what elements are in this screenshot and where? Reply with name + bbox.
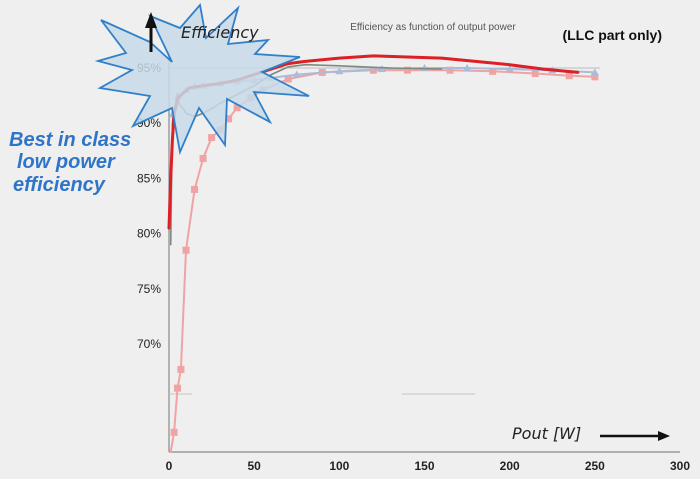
data-point <box>505 65 514 73</box>
x-tick-label: 150 <box>414 459 434 473</box>
data-point <box>489 67 497 75</box>
y-tick-label: 80% <box>137 227 161 241</box>
data-point <box>177 365 185 373</box>
data-point <box>377 65 386 73</box>
callout-text: Best in class low power efficiency <box>9 129 131 196</box>
callout-line-3: efficiency <box>13 174 106 196</box>
series-layer <box>167 54 599 453</box>
starburst-callout <box>94 2 310 156</box>
series-line <box>169 69 596 453</box>
data-point <box>170 428 178 436</box>
x-tick-labels: 0 50 100 150 200 250 300 <box>166 459 691 473</box>
x-tick-label: 200 <box>500 459 520 473</box>
data-point <box>590 68 599 76</box>
y-tick-label: 85% <box>137 171 161 185</box>
x-tick-label: 50 <box>247 459 261 473</box>
data-point <box>208 134 216 142</box>
data-point <box>591 73 599 81</box>
data-point <box>233 104 241 112</box>
x-tick-label: 300 <box>670 459 690 473</box>
data-point <box>463 64 472 71</box>
data-point <box>182 246 190 254</box>
chart-title: Efficiency as function of output power <box>350 22 516 33</box>
data-point <box>335 67 344 75</box>
callout-line-2: low power <box>17 151 116 173</box>
data-point <box>531 70 539 78</box>
x-axis-label: Pout [W] <box>512 424 581 443</box>
data-point <box>403 66 411 74</box>
data-point <box>174 384 182 392</box>
data-point <box>446 66 454 74</box>
y-tick-label: 70% <box>137 337 161 351</box>
starburst-shape <box>94 2 310 156</box>
data-point <box>292 70 301 78</box>
y-axis-label: Efficiency <box>181 23 259 42</box>
data-point <box>284 75 292 83</box>
y-tick-label: 75% <box>137 282 161 296</box>
data-point <box>565 72 573 80</box>
chart-subtitle: (LLC part only) <box>562 27 662 43</box>
y-axis-arrow <box>145 12 157 52</box>
data-point <box>199 155 207 163</box>
data-point <box>191 185 199 193</box>
series-0 <box>169 66 599 453</box>
x-tick-label: 100 <box>329 459 349 473</box>
callout-line-1: Best in class <box>9 129 131 151</box>
data-point <box>225 115 233 123</box>
x-axis-arrow <box>600 431 670 441</box>
axes <box>168 52 680 453</box>
x-tick-label: 0 <box>166 459 173 473</box>
x-tick-label: 250 <box>585 459 605 473</box>
